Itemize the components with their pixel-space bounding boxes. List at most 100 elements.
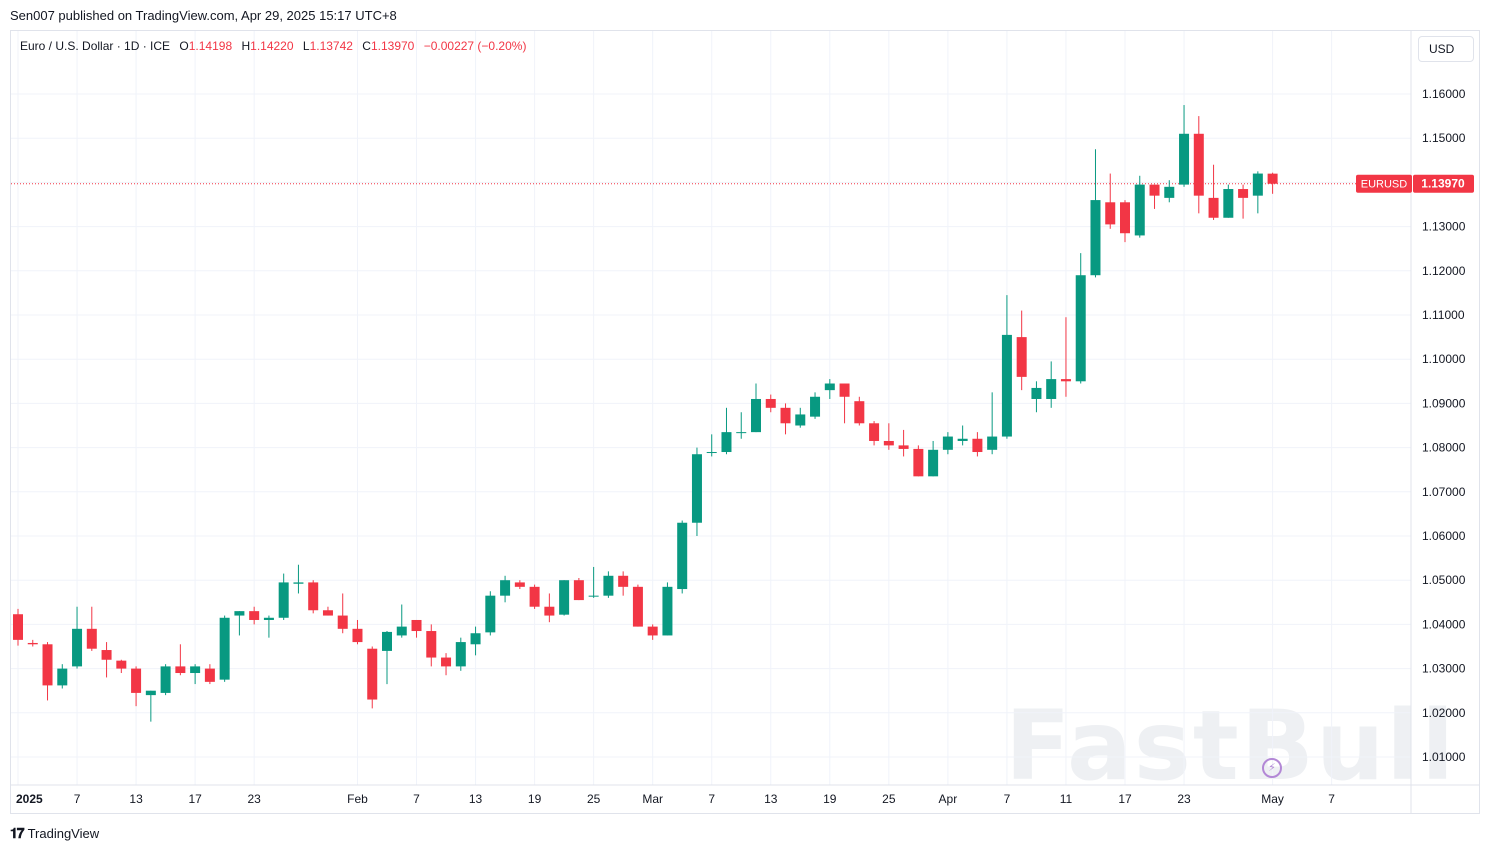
legend-low-value: 1.13742	[309, 39, 353, 53]
candle-body	[898, 445, 909, 449]
candle-body	[1031, 387, 1042, 399]
x-tick-label: 11	[1060, 792, 1073, 806]
candle-body	[662, 586, 673, 636]
candle-body	[42, 644, 53, 686]
candle-body	[293, 582, 304, 584]
candle-body	[72, 628, 83, 667]
x-tick-label: 7	[708, 792, 715, 806]
candle-body	[13, 614, 23, 640]
y-tick-label: 1.11000	[1422, 308, 1465, 322]
candle-body	[352, 628, 363, 643]
ticker-tag-label: EURUSD	[1361, 179, 1408, 191]
candle-body	[1120, 202, 1130, 234]
legend-high-label: H	[241, 39, 251, 53]
x-tick-label: Mar	[642, 792, 663, 806]
candle-body	[160, 666, 171, 693]
watermark: FastBull	[1005, 690, 1457, 802]
price-tag-value: 1.13970	[1421, 177, 1465, 191]
candle-body	[175, 666, 186, 674]
candle-body	[677, 522, 688, 590]
candle-body	[1238, 189, 1249, 198]
y-tick-label: 1.08000	[1422, 441, 1466, 455]
candle-body	[869, 423, 880, 441]
legend-open-label: O	[179, 39, 189, 53]
candle-body	[249, 611, 260, 620]
y-tick-label: 1.13000	[1422, 220, 1466, 234]
chart-legend: Euro / U.S. Dollar · 1D · ICE O1.14198 H…	[20, 39, 526, 53]
candle-body	[1046, 379, 1057, 399]
candle-body	[913, 448, 924, 477]
candle-body	[780, 407, 791, 424]
x-tick-label: 23	[1177, 792, 1191, 806]
candle-body	[1223, 189, 1234, 218]
candle-body	[632, 586, 643, 627]
candle-body	[647, 626, 658, 636]
candle-body	[588, 595, 599, 597]
price-tag-bg	[1413, 174, 1474, 193]
x-tick-label: 19	[528, 792, 542, 806]
candle-body	[544, 606, 555, 616]
candle-body	[27, 642, 38, 645]
candle-body	[1001, 334, 1012, 437]
candle-body	[411, 619, 422, 632]
candle-body	[972, 438, 983, 453]
x-tick-label: Apr	[939, 792, 958, 806]
legend-low-label: L	[302, 39, 310, 53]
candle-body	[131, 668, 142, 693]
y-tick-label: 1.04000	[1422, 617, 1466, 631]
x-tick-label: 25	[587, 792, 601, 806]
candle-body	[278, 582, 289, 618]
candle-body	[441, 657, 452, 667]
candle-body	[308, 582, 319, 611]
candle-body	[957, 438, 968, 441]
y-tick-label: 1.16000	[1422, 87, 1466, 101]
candle-body	[337, 615, 348, 629]
candle-body	[1075, 275, 1086, 382]
candle-body	[987, 436, 998, 450]
footer-brand[interactable]: 𝟏𝟕 TradingView	[10, 825, 99, 842]
candle-body	[219, 617, 230, 680]
currency-button[interactable]: USD	[1418, 36, 1474, 62]
candle-body	[101, 650, 112, 660]
y-tick-label: 1.12000	[1422, 264, 1466, 278]
candle-body	[145, 690, 156, 696]
candle-body	[367, 648, 378, 700]
lightning-icon[interactable]: ⚡	[1262, 758, 1282, 778]
x-tick-label: 7	[413, 792, 420, 806]
chart-frame	[10, 30, 1480, 814]
legend-symbol: Euro / U.S. Dollar · 1D · ICE	[20, 39, 171, 53]
candle-body	[1149, 184, 1160, 196]
x-tick-label: Feb	[347, 792, 368, 806]
x-tick-label: 19	[823, 792, 837, 806]
candle-body	[942, 436, 953, 450]
candle-body	[234, 611, 245, 616]
candle-body	[721, 432, 732, 453]
x-tick-label: 7	[1004, 792, 1011, 806]
candle-body	[485, 595, 496, 633]
legend-change: −0.00227 (−0.20%)	[423, 39, 527, 53]
x-tick-label: 17	[1118, 792, 1132, 806]
candle-body	[1179, 133, 1190, 185]
footer-brand-label: TradingView	[27, 826, 100, 841]
candle-body	[1134, 184, 1145, 236]
y-tick-label: 1.05000	[1422, 573, 1466, 587]
legend-open-value: 1.14198	[188, 39, 233, 53]
y-tick-label: 1.15000	[1422, 131, 1466, 145]
x-tick-label: 17	[188, 792, 202, 806]
candle-body	[603, 575, 614, 596]
candle-body	[559, 580, 570, 615]
candle-body	[706, 452, 717, 454]
candle-body	[322, 610, 333, 616]
legend-close-label: C	[362, 39, 371, 53]
candle-body	[514, 582, 525, 587]
candle-body	[810, 396, 821, 417]
x-tick-label: 2025	[16, 792, 43, 806]
candle-body	[396, 626, 407, 636]
candle-body	[426, 631, 437, 658]
candle-body	[691, 454, 702, 523]
candle-body	[795, 414, 806, 426]
candle-body	[883, 440, 894, 446]
candle-body	[1090, 200, 1101, 276]
candle-body	[1016, 337, 1027, 377]
